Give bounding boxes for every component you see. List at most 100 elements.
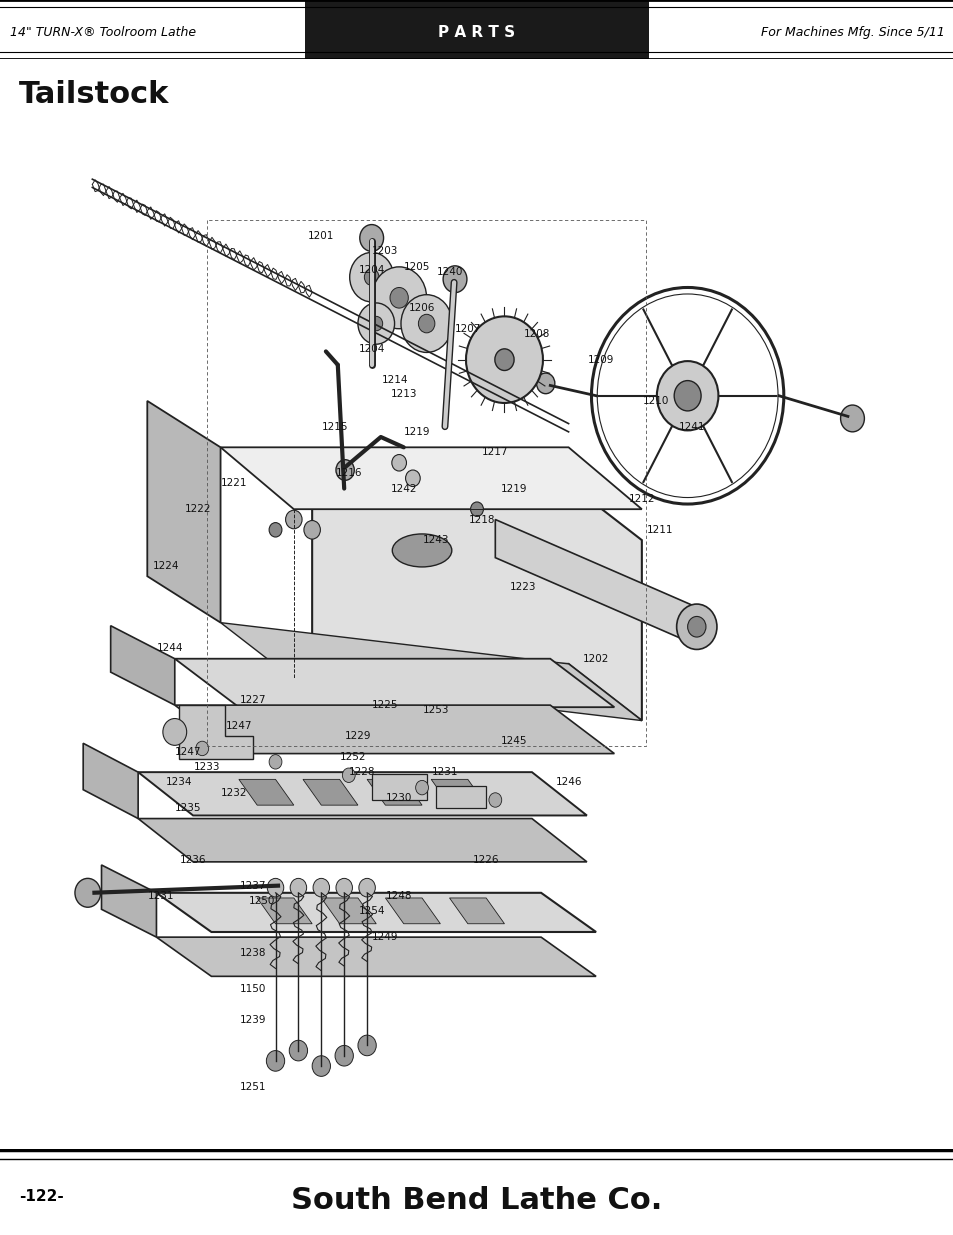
Polygon shape	[174, 705, 614, 753]
Text: 1237: 1237	[239, 881, 266, 890]
Text: 1227: 1227	[239, 695, 266, 705]
Text: 1203: 1203	[372, 247, 398, 257]
Text: 1236: 1236	[180, 855, 206, 864]
Circle shape	[357, 1035, 375, 1056]
Circle shape	[350, 252, 394, 301]
Text: 1251: 1251	[239, 1082, 266, 1092]
Text: 1231: 1231	[148, 890, 174, 900]
Circle shape	[163, 719, 187, 746]
Circle shape	[358, 878, 375, 897]
Circle shape	[75, 878, 100, 908]
Text: 1219: 1219	[404, 427, 430, 437]
Circle shape	[285, 510, 302, 529]
Text: Tailstock: Tailstock	[19, 79, 170, 109]
Text: 14" TURN-X® Toolroom Lathe: 14" TURN-X® Toolroom Lathe	[10, 26, 195, 40]
Text: 1207: 1207	[455, 324, 480, 333]
Text: 1242: 1242	[390, 484, 416, 494]
Text: 1222: 1222	[184, 504, 211, 514]
Text: 1219: 1219	[500, 484, 526, 494]
Polygon shape	[238, 779, 294, 805]
Circle shape	[372, 267, 426, 329]
Text: For Machines Mfg. Since 5/11: For Machines Mfg. Since 5/11	[760, 26, 943, 40]
Text: 1205: 1205	[404, 262, 430, 272]
Polygon shape	[321, 898, 375, 924]
Polygon shape	[179, 705, 253, 758]
Text: 1252: 1252	[340, 752, 366, 762]
Circle shape	[312, 1056, 330, 1077]
Text: 1234: 1234	[166, 778, 193, 788]
Bar	[372, 774, 426, 800]
Polygon shape	[138, 819, 586, 862]
Text: 1210: 1210	[641, 396, 668, 406]
Circle shape	[269, 755, 282, 769]
Polygon shape	[156, 937, 596, 977]
Circle shape	[313, 878, 329, 897]
Circle shape	[342, 768, 355, 783]
Text: 1229: 1229	[344, 731, 371, 741]
Circle shape	[289, 1040, 307, 1061]
Text: 1239: 1239	[239, 1015, 266, 1025]
Circle shape	[392, 454, 406, 471]
Polygon shape	[303, 779, 357, 805]
Text: 1209: 1209	[587, 354, 613, 364]
Circle shape	[416, 781, 428, 795]
Text: 1202: 1202	[582, 653, 609, 663]
Text: 1253: 1253	[422, 705, 449, 715]
Text: 1248: 1248	[386, 890, 412, 900]
Circle shape	[267, 878, 283, 897]
Circle shape	[266, 1051, 284, 1071]
Circle shape	[442, 266, 466, 293]
Polygon shape	[495, 520, 696, 646]
Polygon shape	[220, 622, 641, 720]
Circle shape	[676, 604, 717, 650]
Text: 1204: 1204	[358, 266, 384, 275]
Circle shape	[195, 741, 209, 756]
Text: 1240: 1240	[436, 267, 462, 277]
Circle shape	[405, 471, 419, 487]
Polygon shape	[220, 447, 641, 509]
Text: 1226: 1226	[473, 855, 498, 864]
Text: 1230: 1230	[386, 793, 412, 803]
Polygon shape	[101, 864, 156, 937]
Polygon shape	[138, 772, 586, 815]
Text: P A R T S: P A R T S	[438, 25, 515, 40]
Polygon shape	[174, 658, 614, 708]
Circle shape	[335, 878, 352, 897]
Circle shape	[536, 373, 555, 394]
Text: 1249: 1249	[372, 932, 398, 942]
Text: 1235: 1235	[175, 803, 201, 813]
Text: 1225: 1225	[372, 700, 398, 710]
Text: 1247: 1247	[175, 746, 201, 757]
Text: 1211: 1211	[646, 525, 673, 535]
Text: 1221: 1221	[221, 478, 247, 488]
Circle shape	[400, 295, 452, 352]
Circle shape	[657, 361, 718, 431]
Polygon shape	[156, 893, 596, 932]
Ellipse shape	[392, 534, 452, 567]
Polygon shape	[449, 898, 504, 924]
Text: 1232: 1232	[221, 788, 247, 798]
Text: 1231: 1231	[432, 767, 457, 777]
Circle shape	[290, 878, 306, 897]
Polygon shape	[257, 898, 312, 924]
Text: 1228: 1228	[349, 767, 375, 777]
Polygon shape	[111, 626, 174, 705]
Text: South Bend Lathe Co.: South Bend Lathe Co.	[291, 1186, 662, 1215]
Text: 1250: 1250	[249, 897, 274, 906]
Text: 1245: 1245	[500, 736, 526, 746]
Text: 1218: 1218	[468, 515, 495, 525]
Circle shape	[357, 303, 395, 345]
Circle shape	[364, 269, 378, 285]
Text: 1206: 1206	[409, 303, 435, 314]
Circle shape	[465, 316, 542, 403]
Text: 1150: 1150	[239, 984, 266, 994]
Text: 1254: 1254	[358, 906, 384, 916]
Circle shape	[335, 459, 354, 480]
Bar	[305, 0, 648, 59]
Text: 1233: 1233	[193, 762, 220, 772]
Circle shape	[470, 501, 483, 516]
Text: 1246: 1246	[555, 778, 581, 788]
Text: -122-: -122-	[19, 1188, 64, 1204]
Text: 1213: 1213	[390, 389, 416, 399]
Text: 1208: 1208	[523, 329, 549, 338]
